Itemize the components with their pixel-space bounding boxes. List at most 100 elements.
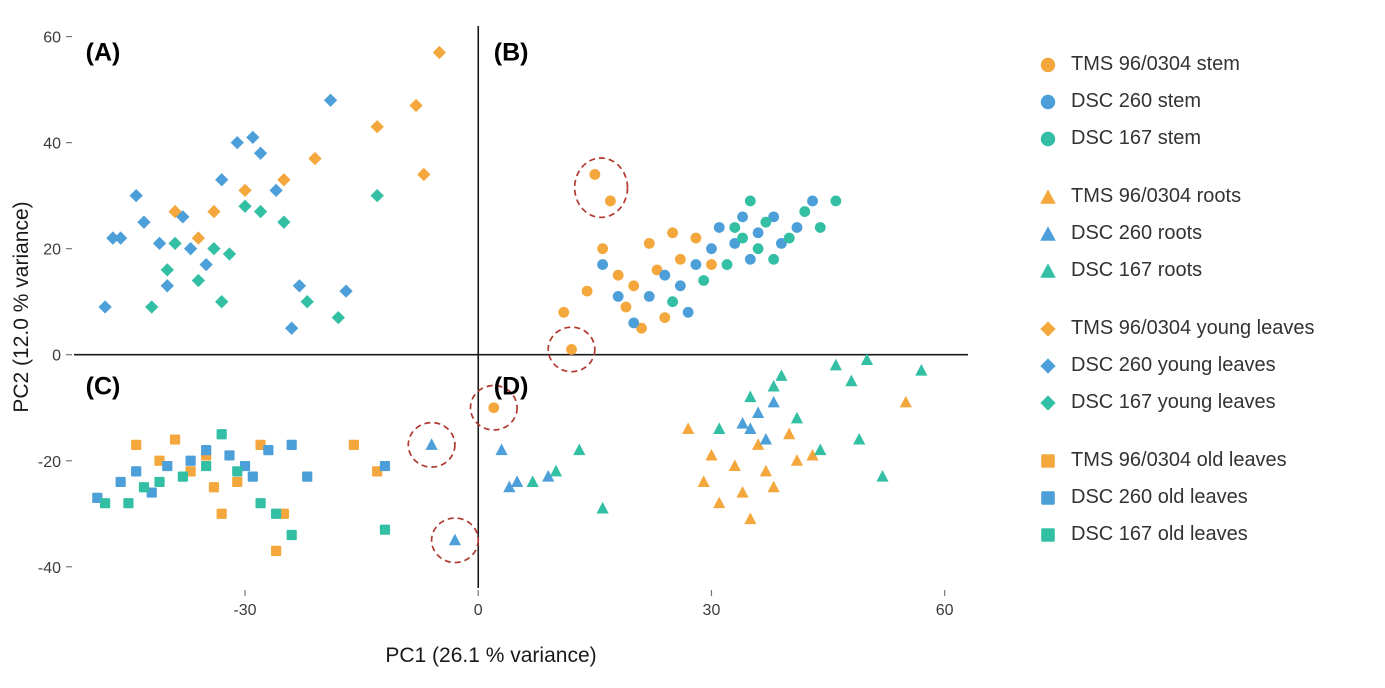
chart-legend: TMS 96/0304 stem DSC 260 stem DSC 167 stem…	[1010, 0, 1315, 679]
highlight-ellipse-annotation	[547, 326, 596, 373]
data-point	[682, 306, 694, 318]
data-point	[115, 476, 126, 488]
data-point	[705, 448, 718, 461]
x-tick-label: 30	[703, 602, 721, 619]
data-point	[488, 402, 500, 414]
data-point	[263, 445, 274, 456]
data-point	[191, 231, 206, 245]
data-point	[736, 417, 749, 429]
data-point	[597, 259, 609, 270]
data-point	[744, 422, 757, 434]
square-marker-icon	[1041, 527, 1055, 542]
data-point	[799, 206, 811, 217]
data-point	[752, 438, 765, 450]
data-point	[154, 476, 165, 488]
data-point	[232, 476, 243, 488]
data-point	[612, 290, 624, 302]
data-point	[690, 259, 702, 270]
circle-marker-icon	[1040, 131, 1056, 146]
data-point	[783, 427, 796, 440]
legend-item-tms-96-0304-stem: TMS 96/0304 stem	[1038, 46, 1315, 83]
data-point	[597, 243, 609, 255]
data-point	[768, 211, 780, 223]
panel-label-d: (D)	[494, 372, 529, 400]
data-point	[207, 242, 221, 256]
legend-label: TMS 96/0304 roots	[1071, 185, 1242, 207]
panel-label-b: (B)	[494, 38, 529, 66]
data-point	[729, 237, 741, 249]
data-point	[113, 231, 128, 245]
data-point	[168, 236, 182, 251]
data-point	[185, 466, 196, 477]
data-point	[651, 264, 663, 276]
data-point	[768, 253, 780, 265]
data-point	[713, 222, 725, 233]
series-dsc-167-stem	[667, 195, 842, 308]
data-point	[278, 508, 289, 519]
y-tick-label: -20	[38, 454, 61, 471]
data-point	[160, 263, 174, 277]
data-point	[308, 151, 322, 166]
legend-item-dsc-260-old-leaves: DSC 260 old leaves	[1038, 479, 1315, 516]
series-dsc-167-young-leaves	[145, 189, 384, 325]
data-point	[277, 173, 291, 187]
circle-marker-icon	[1040, 57, 1056, 72]
data-point	[659, 269, 671, 281]
data-point	[807, 195, 818, 207]
legend-item-dsc-260-roots: DSC 260 roots	[1038, 215, 1315, 252]
data-point	[713, 496, 726, 509]
data-point	[860, 353, 874, 366]
data-point	[736, 485, 749, 498]
data-point	[286, 529, 297, 541]
data-point	[207, 204, 221, 219]
legend-label: DSC 260 roots	[1071, 222, 1203, 244]
data-point	[729, 222, 741, 233]
legend-label: DSC 167 young leaves	[1071, 391, 1276, 413]
data-point	[790, 411, 804, 424]
data-point	[255, 439, 266, 450]
data-point	[767, 480, 780, 493]
data-point	[566, 344, 577, 355]
data-point	[129, 189, 143, 203]
scatter-plot-svg: -30 0 30 60 -40 -20 0 20 40 60 (A) (B) (C) (D) PC1 (26…	[10, 26, 968, 667]
data-point	[348, 439, 359, 450]
data-point	[425, 438, 438, 450]
data-point	[845, 374, 858, 387]
data-point	[728, 459, 741, 472]
data-point	[277, 215, 291, 229]
data-point	[201, 460, 212, 472]
data-point	[255, 498, 266, 509]
data-point	[744, 512, 757, 525]
data-point	[737, 232, 748, 244]
data-point	[138, 482, 150, 493]
data-point	[605, 195, 616, 207]
data-point	[286, 439, 297, 450]
data-point	[99, 498, 111, 509]
square-marker-icon	[1041, 453, 1055, 468]
series-dsc-167-old-leaves	[99, 429, 391, 541]
data-point	[573, 443, 586, 456]
data-point	[370, 189, 384, 203]
data-point	[215, 295, 229, 309]
legend-label: TMS 96/0304 young leaves	[1071, 317, 1315, 339]
legend-item-tms-96-0304-old-leaves: TMS 96/0304 old leaves	[1038, 442, 1315, 479]
data-point	[216, 508, 227, 519]
legend-label: TMS 96/0304 stem	[1071, 53, 1240, 75]
data-point	[759, 464, 772, 477]
data-point	[269, 183, 283, 198]
data-point	[767, 379, 780, 392]
data-point	[752, 227, 764, 239]
data-point	[752, 243, 764, 255]
data-point	[331, 310, 345, 325]
data-point	[682, 422, 695, 434]
data-point	[448, 533, 462, 546]
legend-label: DSC 260 young leaves	[1071, 354, 1276, 376]
data-point	[643, 290, 655, 302]
data-point	[98, 300, 112, 314]
data-point	[674, 253, 686, 265]
data-point	[806, 448, 819, 461]
data-point	[131, 439, 142, 450]
x-tick-label: -30	[233, 602, 256, 619]
panel-label-a: (A)	[86, 38, 121, 66]
